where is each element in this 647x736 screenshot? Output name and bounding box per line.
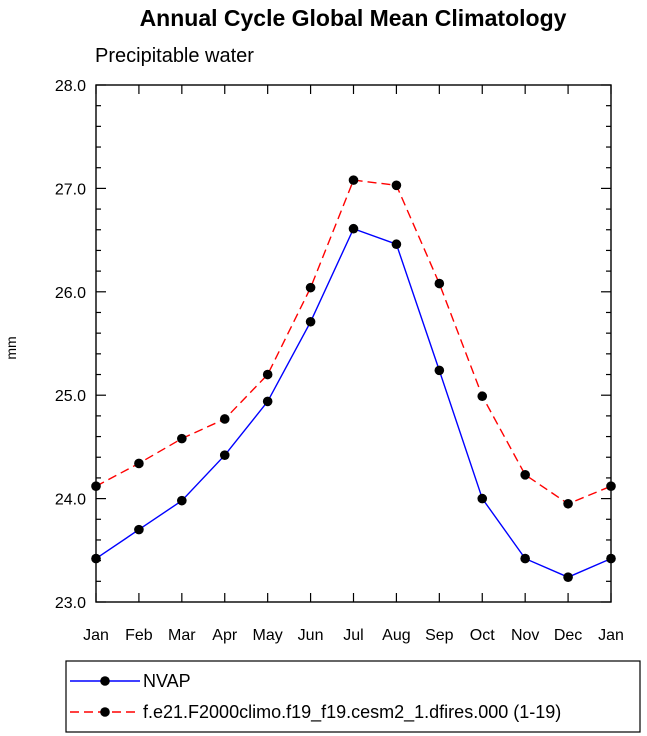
x-tick-label: Apr [212, 627, 238, 644]
series-point [520, 470, 530, 480]
series-2 [91, 175, 616, 509]
series-point [348, 223, 359, 234]
series-point [606, 481, 616, 491]
series-point [91, 553, 101, 564]
x-tick-label: Sep [425, 627, 454, 644]
chart-title: Annual Cycle Global Mean Climatology [140, 5, 567, 31]
series-point [434, 278, 445, 289]
x-tick-label: Jul [343, 627, 363, 644]
series-point [477, 391, 488, 402]
series-point [563, 498, 573, 509]
series-point [219, 450, 230, 460]
axes-group: Jan Feb Mar Apr May Jun Jul Aug Sep Oct Nov Dec Jan 2… [55, 78, 624, 644]
legend-box [65, 660, 641, 733]
series-point [177, 495, 187, 506]
series-layer [91, 175, 616, 582]
legend: NVAP f.e21.F2000climo.f19_f19.cesm2_1.dfi… [65, 660, 641, 733]
series-1 [91, 223, 616, 582]
x-tick-label: May [253, 627, 283, 644]
x-tick-label: Jan [83, 627, 109, 644]
series-point [262, 369, 273, 380]
legend-label: f.e21.F2000climo.f19_f19.cesm2_1.dfires.… [143, 702, 561, 723]
x-tick-label: Nov [511, 627, 539, 644]
chart-subtitle: Precipitable water [95, 45, 254, 67]
x-tick-label: Jan [598, 627, 624, 644]
y-tick-label: 24.0 [55, 492, 86, 509]
x-tick-label: Jun [298, 627, 324, 644]
series-point [348, 175, 359, 185]
x-tick-label: Aug [382, 627, 410, 644]
x-tick-label: Dec [554, 627, 582, 644]
y-tick-label: 25.0 [55, 388, 86, 405]
series-line [95, 227, 612, 578]
legend-marker [100, 707, 110, 717]
series-point [434, 365, 445, 376]
y-tick-label: 28.0 [55, 78, 86, 95]
series-point [134, 524, 144, 535]
series-point [477, 493, 488, 504]
series-point [391, 239, 402, 250]
series-point [134, 458, 144, 469]
legend-marker [100, 676, 110, 686]
series-point [520, 553, 530, 564]
series-point [391, 180, 402, 191]
y-tick-label: 27.0 [55, 181, 86, 198]
y-tick-label: 23.0 [55, 595, 86, 612]
series-point [606, 553, 616, 564]
legend-label: NVAP [143, 671, 191, 691]
series-point [305, 282, 316, 293]
series-point [177, 433, 187, 444]
x-tick-label: Oct [470, 627, 495, 644]
series-point [305, 316, 316, 327]
series-point [91, 481, 101, 491]
series-point [563, 572, 573, 582]
x-tick-label: Mar [168, 627, 196, 644]
series-point [262, 396, 273, 407]
x-tick-label: Feb [125, 627, 153, 644]
plot-frame [95, 84, 612, 603]
y-tick-label: 26.0 [55, 285, 86, 302]
y-axis-label: mm [3, 336, 19, 359]
series-point [219, 414, 230, 424]
